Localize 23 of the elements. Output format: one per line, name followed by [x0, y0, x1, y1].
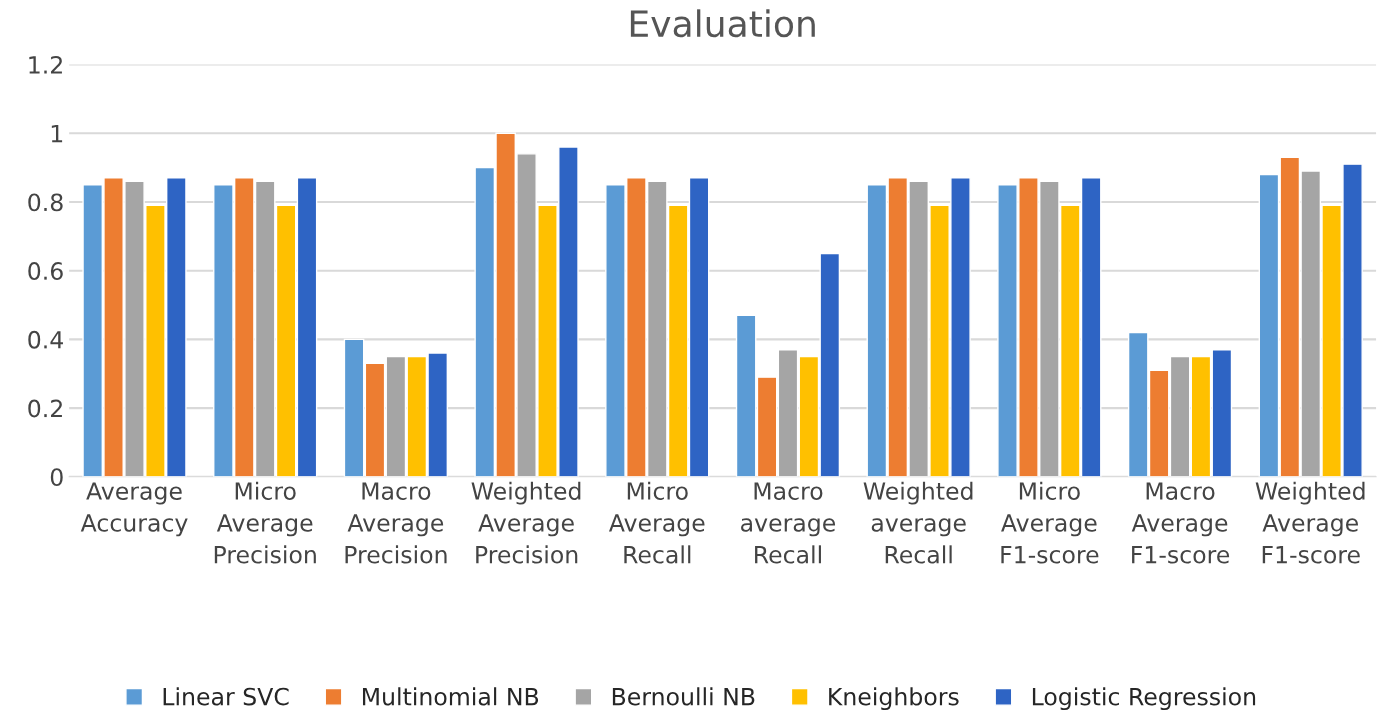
x-tick-label: Average Accuracy: [80, 482, 188, 537]
chart-title: Evaluation: [630, 9, 815, 38]
legend-label: Linear SVC: [163, 687, 289, 706]
x-tick-label: Macro Average Precision: [345, 482, 447, 564]
y-tick-label: 0.8: [28, 193, 63, 212]
x-tick-label: Macro Average F1-score: [1131, 482, 1230, 564]
x-tick-label: Weighted average Recall: [863, 481, 973, 564]
y-tick-label: 0.6: [28, 262, 63, 280]
x-tick-label: Weighted Average Precision: [471, 481, 581, 564]
y-tick-label: 0: [50, 468, 63, 487]
legend-label: Logistic Regression: [1032, 687, 1256, 711]
y-tick-label: 1.2: [29, 55, 62, 74]
x-tick-label: Micro Average F1-score: [1001, 481, 1099, 564]
y-tick-label: 1: [51, 125, 63, 143]
legend-label: Bernoulli NB: [612, 687, 755, 706]
x-tick-label: Weighted Average F1-score: [1255, 481, 1365, 564]
x-tick-label: Micro Average Precision: [214, 481, 316, 564]
legend-label: Kneighbors: [829, 687, 959, 711]
x-tick-label: Micro Average Recall: [608, 481, 705, 564]
x-tick-label: Macro average Recall: [741, 482, 836, 564]
y-tick-label: 0.4: [28, 330, 63, 349]
y-tick-label: 0.2: [28, 399, 62, 418]
legend-label: Multinomial NB: [362, 687, 539, 706]
